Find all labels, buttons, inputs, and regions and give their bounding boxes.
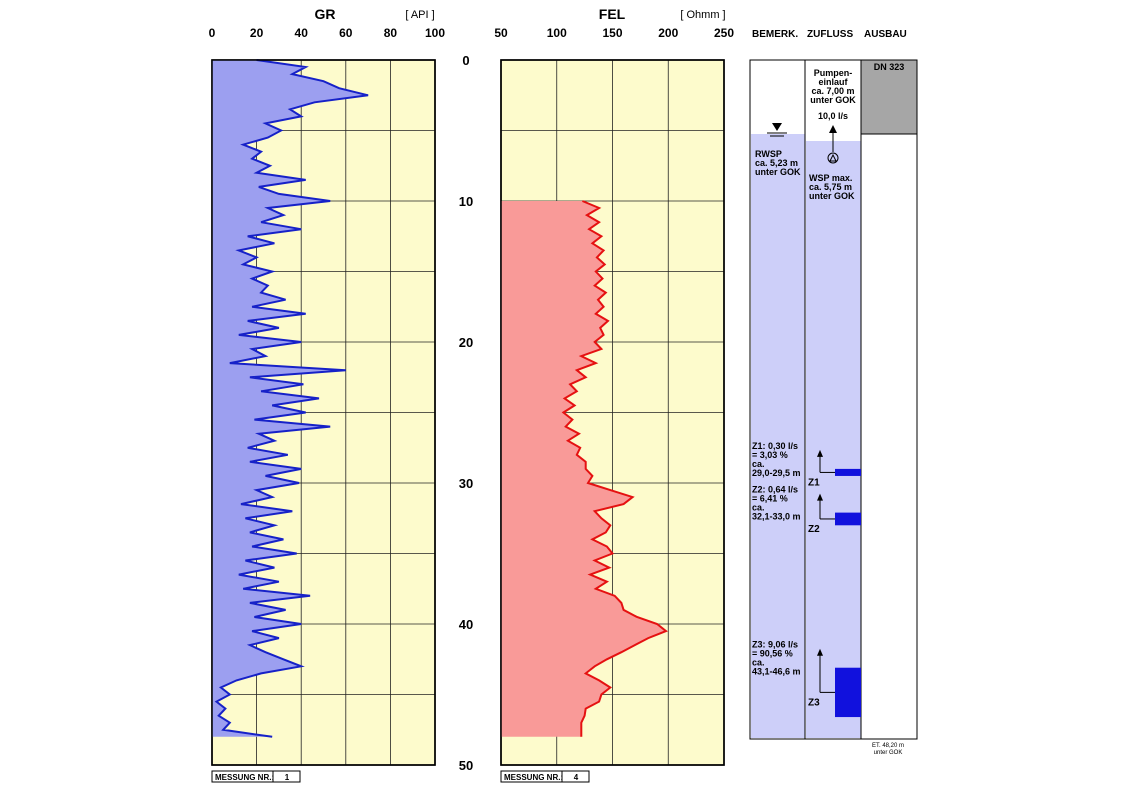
col-header-zufluss: ZUFLUSS [807,29,853,40]
pump-label-4: unter GOK [810,95,856,105]
pump-arrow-head [829,125,837,133]
fel-measurement-box: MESSUNG NR.: 4 [500,770,590,783]
inflow-name-z3: Z3 [808,697,820,708]
depth-tick-label: 20 [459,335,473,350]
rwsp-label-1: RWSP [755,149,782,159]
water-column-zufluss [806,141,861,738]
gr-x-tick-label: 60 [339,26,353,40]
depth-tick-label: 0 [462,53,469,68]
gr-curve [214,59,369,738]
gr-x-tick-label: 0 [209,26,216,40]
col-header-bemerk: BEMERK. [752,29,798,40]
inflow-text-z2: = 6,41 % [752,494,788,504]
pump-label-3: ca. 7,00 m [811,86,854,96]
gr-x-ticks: 0 20 40 60 80 100 [209,26,446,40]
fel-fill-area [501,201,666,737]
gr-measurement-no: 1 [285,773,290,782]
inflow-block-z2 [835,512,861,526]
fel-x-tick-label: 200 [658,26,678,40]
fel-unit: [ Ohmm ] [680,9,725,21]
rwsp-label-2: ca. 5,23 m [755,158,798,168]
end-depth-label-1: ET. 48,20 m [872,743,904,749]
pump-rate: 10,0 l/s [818,111,848,121]
inflow-text-z1: Z1: 0,30 l/s [752,441,798,451]
depth-tick-label: 50 [459,758,473,773]
inflow-name-z2: Z2 [808,524,820,535]
inflow-text-z1: = 3,03 % [752,450,788,460]
fel-measurement-label: MESSUNG NR.: [504,773,563,782]
inflow-name-z1: Z1 [808,477,820,488]
gr-fill-area [212,60,369,737]
water-column-bemerk [751,134,805,738]
inflow-text-z3: ca. [752,658,765,668]
depth-tick-label: 30 [459,476,473,491]
gr-x-tick-label: 40 [295,26,309,40]
fel-title: FEL [599,6,626,22]
inflow-text-z1: ca. [752,459,765,469]
fel-x-ticks: 50 100 150 200 250 [494,26,734,40]
rwsp-label-3: unter GOK [755,167,801,177]
gr-unit: [ API ] [405,9,434,21]
gr-x-tick-label: 20 [250,26,264,40]
inflow-text-z2: 32,1-33,0 m [752,512,801,522]
gr-x-tick-label: 80 [384,26,398,40]
wsp-label-1: WSP max. [809,173,852,183]
inflow-text-z2: Z2: 0,64 l/s [752,485,798,495]
inflow-arrow-head-icon [817,493,823,501]
pump-symbol-icon [827,152,839,164]
fel-track-frame [500,59,725,766]
fel-x-tick-label: 50 [494,26,508,40]
inflow-block-z1 [835,468,861,476]
fel-x-tick-label: 250 [714,26,734,40]
ausbau-column [860,59,918,740]
depth-tick-label: 40 [459,617,473,632]
inflow-text-z2: ca. [752,503,765,513]
fel-curve [561,200,668,737]
col-header-ausbau: AUSBAU [864,29,907,40]
fel-x-tick-label: 150 [602,26,622,40]
inflow-text-z3: 43,1-46,6 m [752,667,801,677]
inflow-block-z3 [835,667,861,718]
inflow-text-z3: Z3: 9,06 l/s [752,640,798,650]
gr-track-frame [211,59,436,766]
depth-axis: 0 10 20 30 40 50 [459,53,473,773]
wsp-label-2: ca. 5,75 m [809,182,852,192]
casing-block [860,59,918,135]
casing-label: DN 323 [874,62,905,72]
inflow-text-z1: 29,0-29,5 m [752,468,801,478]
fel-x-tick-label: 100 [547,26,567,40]
pump-label-2: einlauf [818,77,848,87]
gr-title: GR [315,6,336,22]
depth-tick-label: 10 [459,194,473,209]
inflow-text-z3: = 90,56 % [752,649,793,659]
wsp-label-3: unter GOK [809,191,855,201]
end-depth-label-2: unter GOK [874,750,903,756]
inflow-arrow-head-icon [817,449,823,457]
inflow-arrow-head-icon [817,648,823,656]
rwsp-water-level-icon [772,123,782,131]
gr-measurement-label: MESSUNG NR.: [215,773,274,782]
fel-measurement-no: 4 [574,773,579,782]
gr-x-tick-label: 100 [425,26,445,40]
pump-label-1: Pumpen- [814,68,853,78]
gr-measurement-box: MESSUNG NR.: 1 [211,770,301,783]
